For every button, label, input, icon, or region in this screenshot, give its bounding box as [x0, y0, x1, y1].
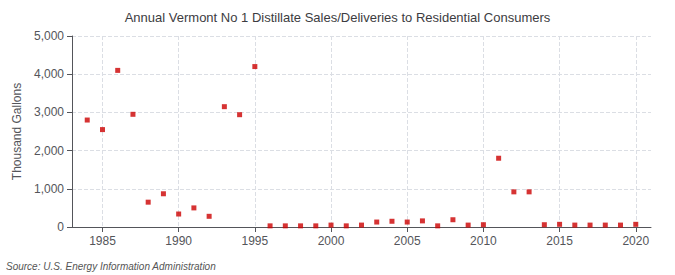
svg-text:2,000: 2,000 [34, 144, 64, 158]
svg-text:2005: 2005 [394, 234, 421, 248]
svg-text:1995: 1995 [241, 234, 268, 248]
svg-text:1990: 1990 [165, 234, 192, 248]
svg-text:2010: 2010 [470, 234, 497, 248]
svg-text:3,000: 3,000 [34, 105, 64, 119]
svg-text:2015: 2015 [546, 234, 573, 248]
svg-text:1,000: 1,000 [34, 182, 64, 196]
svg-text:0: 0 [57, 220, 64, 234]
svg-text:2020: 2020 [622, 234, 649, 248]
svg-text:5,000: 5,000 [34, 29, 64, 43]
svg-text:1985: 1985 [89, 234, 116, 248]
svg-text:2000: 2000 [318, 234, 345, 248]
svg-text:Source: U.S. Energy Informatio: Source: U.S. Energy Information Administ… [6, 261, 216, 272]
svg-text:4,000: 4,000 [34, 67, 64, 81]
svg-text:Thousand Gallons: Thousand Gallons [10, 83, 24, 180]
svg-text:Annual Vermont No 1 Distillate: Annual Vermont No 1 Distillate Sales/Del… [125, 10, 551, 25]
